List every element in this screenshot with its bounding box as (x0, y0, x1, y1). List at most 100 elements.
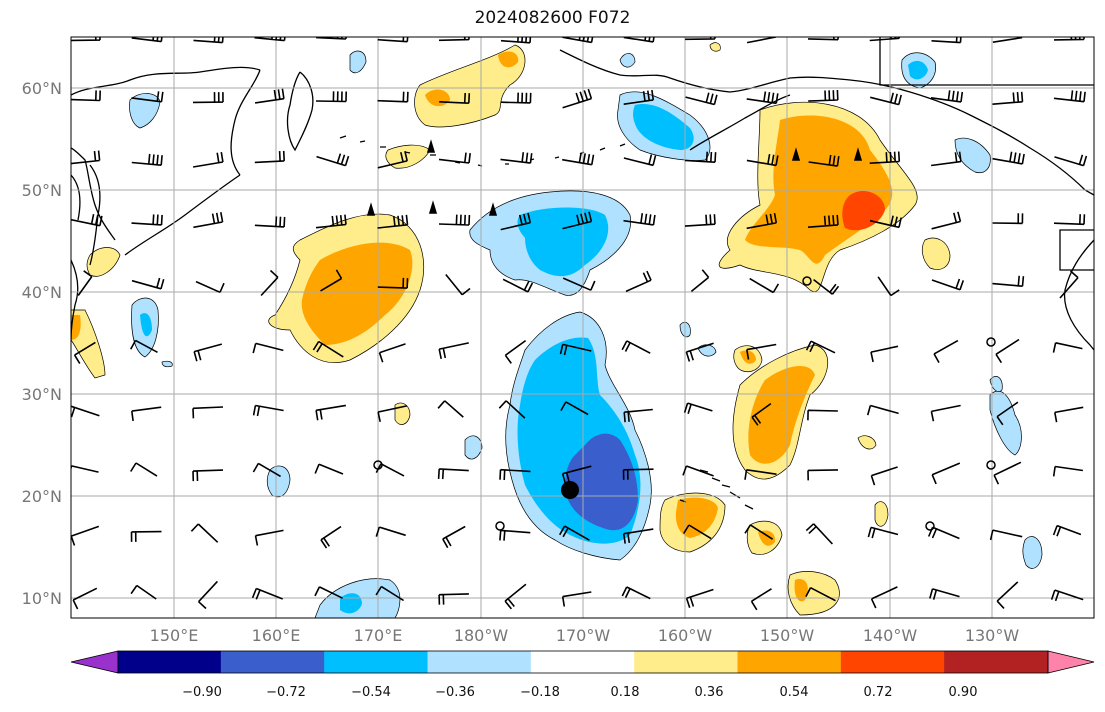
wind-barb (377, 91, 409, 103)
wind-barb (933, 339, 959, 363)
wind-barb (131, 406, 162, 422)
wind-barb (992, 37, 1023, 43)
wind-barb (685, 37, 716, 41)
wind-barb (869, 215, 902, 229)
aleutian-islands (339, 135, 626, 167)
wind-barb (438, 37, 470, 42)
longitude-axis: 150°E 160°E 170°E 180°W 170°W 160°W 150°… (150, 626, 1020, 645)
positive-anomaly-region (857, 435, 877, 450)
wind-barb (131, 91, 164, 103)
wind-barb (623, 213, 656, 226)
wind-barb (500, 152, 533, 164)
colorbar-segment (220, 651, 326, 673)
wind-barb (438, 152, 471, 164)
wind-barb (930, 90, 964, 103)
wind-barb (995, 338, 1020, 364)
wind-barb-pennant (853, 147, 863, 161)
wind-barb (315, 214, 347, 229)
wind-barb (870, 345, 899, 363)
positive-anomaly-region (86, 247, 121, 277)
wind-barb (131, 277, 165, 290)
lat-label: 40°N (22, 283, 62, 302)
wind-barb (73, 341, 96, 365)
colorbar-tick-label: −0.90 (182, 685, 222, 700)
wind-barb (193, 212, 224, 229)
wind-barb (1052, 524, 1082, 537)
wind-barb (996, 401, 1019, 426)
wind-barb-pennant (791, 147, 801, 161)
positive-anomaly-region (748, 365, 815, 464)
wind-barb (131, 153, 163, 166)
negative-anomaly-region (633, 104, 694, 150)
wind-barb (993, 461, 1022, 485)
wind-barb (192, 469, 224, 482)
wind-barb (682, 465, 714, 477)
wind-barb (193, 343, 223, 362)
wind-barb (929, 588, 960, 600)
wind-barb (805, 586, 836, 602)
positive-anomaly-region (414, 44, 526, 128)
wind-barb (377, 214, 409, 229)
wind-barb (71, 37, 101, 42)
wind-barb (562, 37, 594, 44)
lat-label: 30°N (22, 385, 62, 404)
calm-circle (495, 521, 505, 531)
wind-barb (931, 278, 965, 291)
colorbar-outline (117, 650, 1049, 674)
negative-anomaly-region (697, 344, 717, 357)
lat-label: 10°N (22, 589, 62, 608)
negative-anomaly-region (908, 60, 928, 80)
wind-barb (71, 465, 99, 473)
wind-barb (1059, 270, 1079, 299)
colorbar-segment (634, 651, 739, 673)
colorbar-segment (324, 651, 429, 673)
wind-barb (870, 586, 898, 609)
wind-barb (869, 37, 901, 42)
wind-barb (992, 275, 1025, 287)
wind-barb (377, 37, 409, 43)
wind-barb (378, 343, 406, 363)
calm-markers (373, 276, 996, 531)
wind-barb (192, 151, 224, 168)
negative-anomaly-region (464, 435, 483, 460)
wind-barb (195, 280, 225, 294)
lon-label: 160°E (252, 626, 301, 645)
wind-barb (251, 587, 283, 600)
wind-barb (749, 277, 780, 294)
wind-barb (72, 587, 98, 610)
wind-barb (438, 593, 469, 605)
wind-barb (746, 212, 778, 230)
lon-label: 140°W (863, 626, 918, 645)
wind-barb (190, 523, 219, 543)
wind-barb (504, 583, 527, 610)
wind-barb (866, 404, 899, 416)
positive-anomaly-region (874, 501, 889, 527)
wind-barb (746, 91, 779, 105)
positive-anomaly-region (921, 237, 951, 270)
wind-barb (623, 408, 653, 423)
negative-anomaly-region (266, 465, 291, 498)
wind-barb (131, 214, 163, 226)
wind-barb (877, 276, 900, 297)
wind-barb (438, 214, 471, 226)
map-title: 2024082600 F072 (474, 8, 631, 28)
wind-barb (625, 270, 652, 293)
wind-barb (684, 214, 716, 227)
wind-barb (71, 90, 101, 102)
wind-barb (807, 214, 839, 228)
wind-barb (320, 525, 342, 549)
wind-barb (314, 586, 343, 599)
wind-barb (130, 462, 158, 477)
wind-barb (252, 404, 284, 417)
graticule (71, 37, 1094, 618)
wind-barb (870, 466, 898, 486)
lon-label: 150°E (150, 626, 199, 645)
wind-barb (500, 92, 532, 104)
wind-barb (375, 585, 405, 602)
wind-barb-pennant (428, 200, 438, 214)
wind-barb (931, 462, 961, 485)
wind-barb (805, 523, 833, 545)
wind-barb (992, 151, 1025, 165)
negative-anomaly-region (349, 50, 367, 74)
